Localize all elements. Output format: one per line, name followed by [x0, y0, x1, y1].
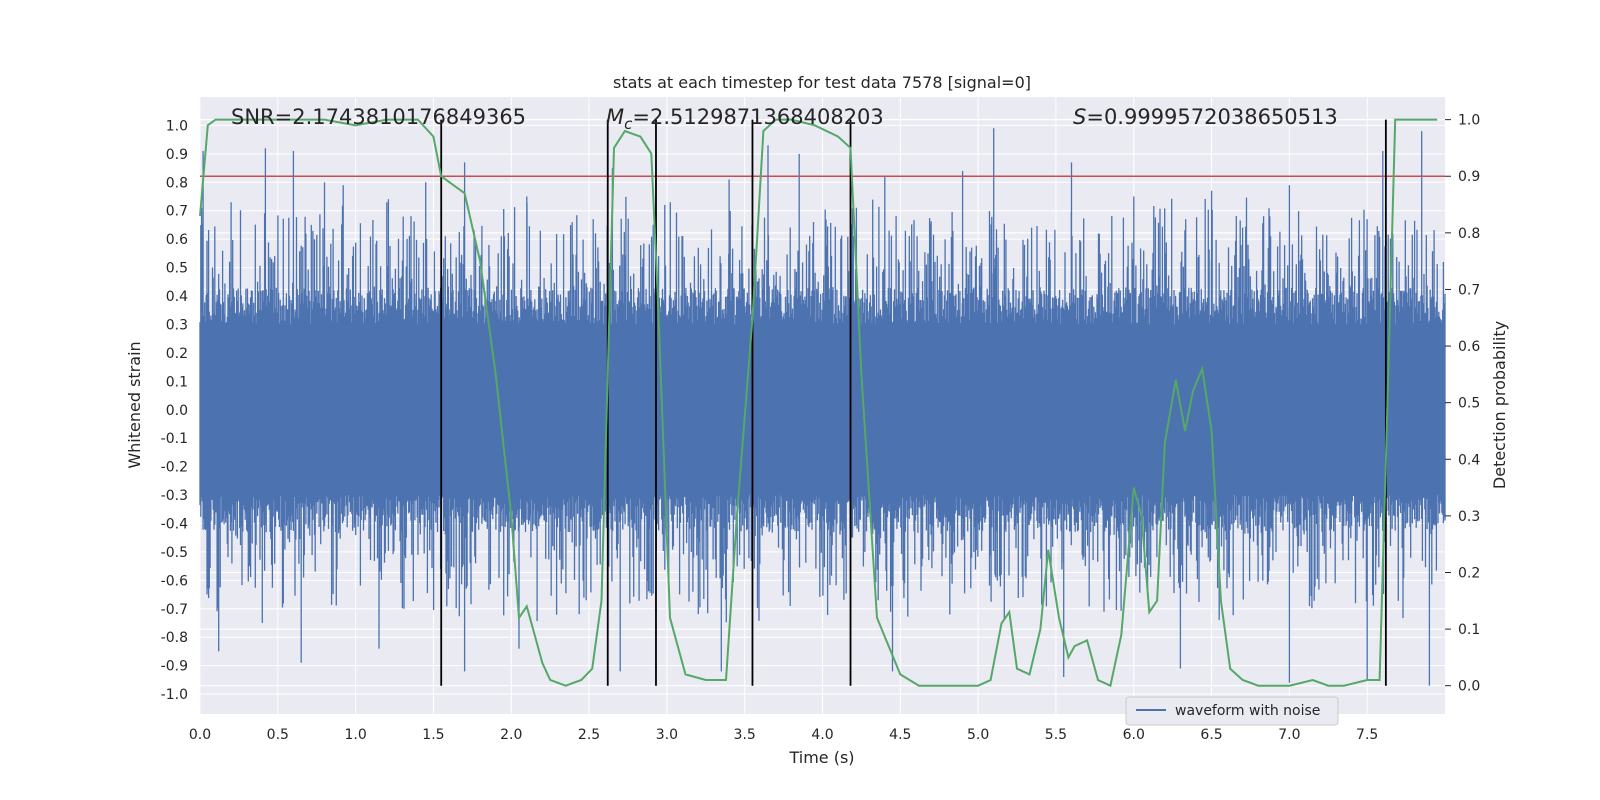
- left-y-tick-label: 0.1: [166, 374, 188, 390]
- x-tick-label: 5.5: [1045, 727, 1067, 743]
- right-y-axis-ticks: 1.0 0.9 0.8 0.7 0.6 0.5 0.4 0.3 0.2 0.1 0.0: [1445, 113, 1480, 695]
- left-y-tick-label: 0.8: [166, 175, 188, 191]
- legend-box: [1125, 696, 1339, 726]
- detection-probability-series: [199, 118, 1438, 688]
- right-y-tick-label: 0.6: [1458, 339, 1480, 355]
- left-y-tick-label: -0.9: [161, 659, 188, 675]
- left-y-tick-label: -0.4: [161, 516, 188, 532]
- right-y-tick-label: 0.1: [1458, 622, 1480, 638]
- right-y-tick-label: 0.9: [1458, 169, 1480, 185]
- chart-title: stats at each timestep for test data 757…: [613, 73, 1031, 92]
- x-tick-label: 1.0: [344, 727, 366, 743]
- left-y-tick-label: 0.3: [166, 317, 188, 333]
- left-y-tick-label: 0.2: [166, 346, 188, 362]
- left-y-axis-label: Whitened strain: [125, 341, 144, 468]
- x-tick-label: 6.5: [1200, 727, 1222, 743]
- x-tick-label: 1.5: [422, 727, 444, 743]
- left-y-axis-ticks: 1.0 0.9 0.8 0.7 0.6 0.5 0.4 0.3 0.2 0.1 0.0 -0.1 -0.…: [161, 118, 188, 703]
- left-y-tick-label: 0.4: [166, 289, 188, 305]
- left-y-tick-label: 0.7: [166, 204, 188, 220]
- x-tick-label: 2.0: [500, 727, 522, 743]
- left-y-tick-label: -0.8: [161, 630, 188, 646]
- legend: waveform with noise: [1125, 696, 1339, 726]
- chirp-mass-annotation: Mc=2.5129871368408203: [606, 105, 884, 133]
- left-y-tick-label: -0.6: [161, 573, 188, 589]
- left-y-tick-label: -0.3: [161, 488, 188, 504]
- left-y-tick-label: -0.5: [161, 545, 188, 561]
- left-y-tick-label: 0.5: [166, 261, 188, 277]
- x-tick-label: 3.0: [656, 727, 678, 743]
- x-tick-label: 4.0: [811, 727, 833, 743]
- x-tick-label: 5.0: [967, 727, 989, 743]
- snr-annotation: SNR=2.1743810176849365: [231, 105, 526, 129]
- left-y-tick-label: -0.7: [161, 602, 188, 618]
- right-y-tick-label: 0.4: [1458, 452, 1480, 468]
- x-tick-label: 0.5: [267, 727, 289, 743]
- left-y-tick-label: 0.0: [166, 403, 188, 419]
- right-y-tick-label: 0.0: [1458, 679, 1480, 695]
- x-axis-label: Time (s): [788, 748, 854, 767]
- right-y-tick-label: 1.0: [1458, 113, 1480, 129]
- left-y-tick-label: -0.2: [161, 460, 188, 476]
- left-y-tick-label: 1.0: [166, 118, 188, 134]
- x-tick-label: 7.0: [1278, 727, 1300, 743]
- chirp-mass-subscript: c: [624, 115, 633, 133]
- legend-label: waveform with noise: [1175, 703, 1320, 719]
- left-y-tick-label: -0.1: [161, 431, 188, 447]
- left-y-tick-label: -1.0: [161, 687, 188, 703]
- waveform-series: [199, 128, 1446, 686]
- right-y-axis-label: Detection probability: [1490, 321, 1509, 489]
- waveform-line: [199, 128, 1446, 686]
- score-value: =0.9999572038650513: [1086, 105, 1337, 129]
- right-y-tick-label: 0.3: [1458, 509, 1480, 525]
- score-symbol: S: [1073, 105, 1086, 129]
- chirp-mass-value: =2.5129871368408203: [632, 105, 883, 129]
- x-tick-label: 2.5: [578, 727, 600, 743]
- left-y-tick-label: 0.6: [166, 232, 188, 248]
- right-y-tick-label: 0.8: [1458, 226, 1480, 242]
- x-tick-label: 6.0: [1123, 727, 1145, 743]
- x-tick-label: 7.5: [1356, 727, 1378, 743]
- right-y-tick-label: 0.2: [1458, 565, 1480, 581]
- x-tick-label: 0.0: [189, 727, 211, 743]
- right-y-tick-label: 0.5: [1458, 396, 1480, 412]
- detection-probability-line: [199, 118, 1438, 688]
- x-tick-label: 3.5: [734, 727, 756, 743]
- score-annotation: S=0.9999572038650513: [1073, 105, 1338, 129]
- chirp-mass-symbol: M: [606, 105, 624, 129]
- x-tick-label: 4.5: [889, 727, 911, 743]
- right-y-tick-label: 0.7: [1458, 282, 1480, 298]
- left-y-tick-label: 0.9: [166, 147, 188, 163]
- x-axis-ticks: 0.0 0.5 1.0 1.5 2.0 2.5 3.0 3.5 4.0 4.5 5.0 5.5 6.0 6…: [189, 727, 1378, 743]
